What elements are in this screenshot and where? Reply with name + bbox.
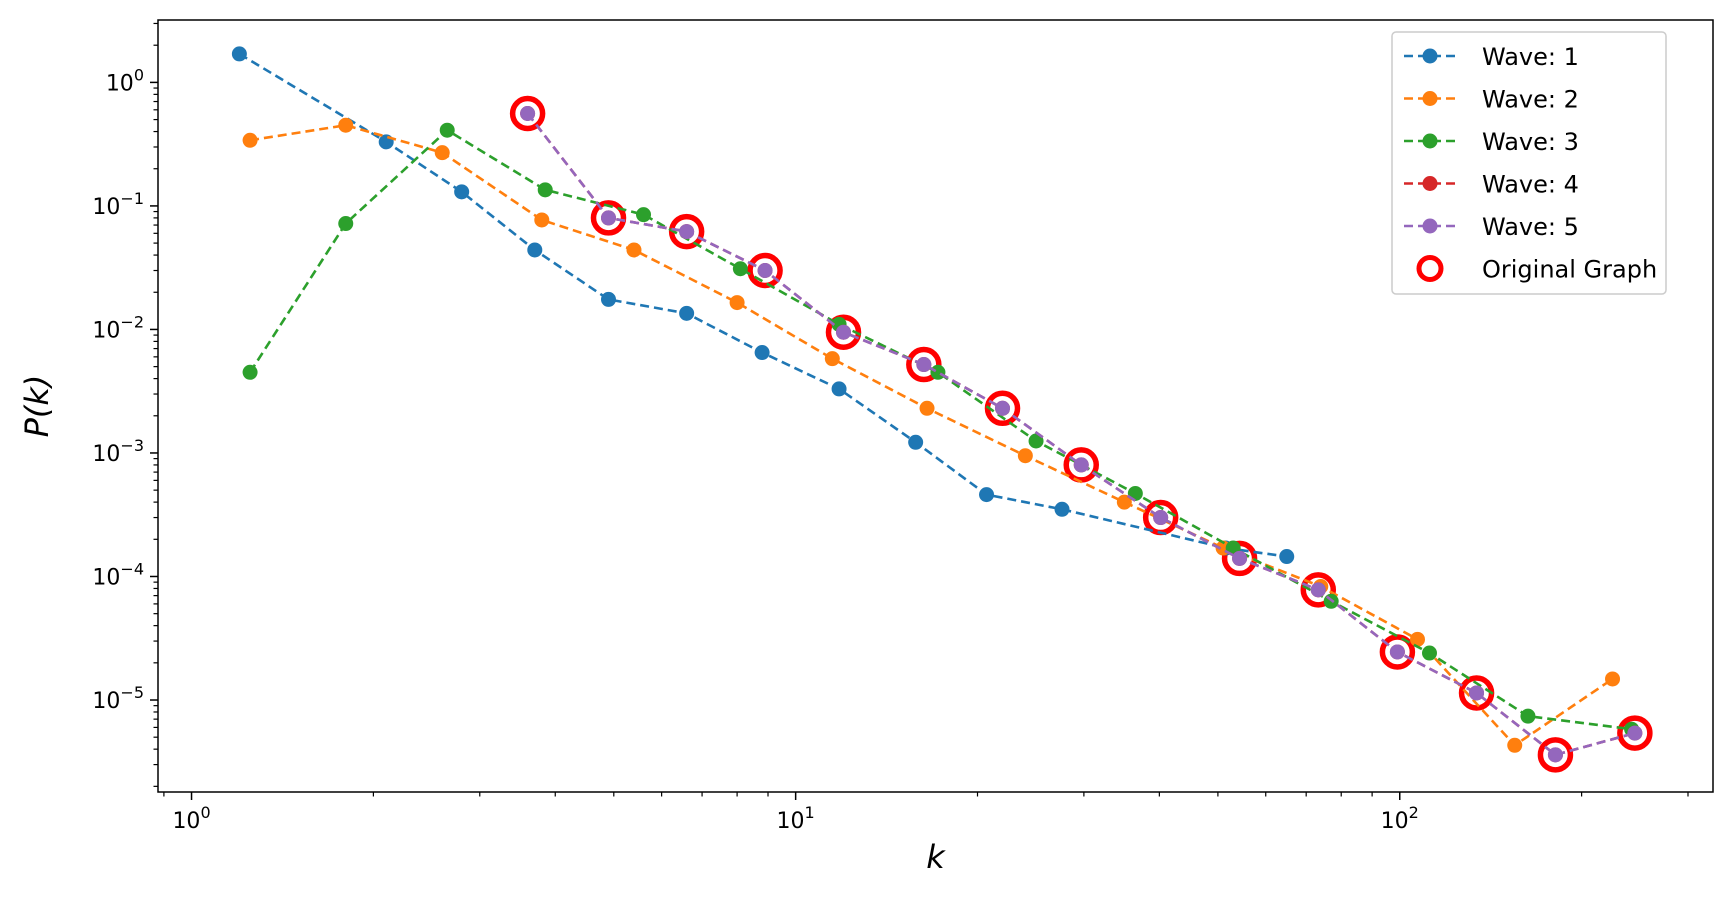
data-point [1153,510,1169,526]
data-point [916,357,932,373]
original-graph-marker [1379,634,1416,670]
data-point [600,210,616,226]
data-point [1116,494,1132,510]
series-line-wave-3 [248,128,1632,731]
legend-marker-wave-5 [1422,218,1438,234]
original-graph-marker [1617,715,1653,751]
legend-entry-label: Wave: 2 [1482,86,1579,114]
legend-marker-wave-4 [1422,176,1438,191]
x-tick-label: 100 [172,803,210,834]
data-point [231,46,247,62]
data-point [1017,448,1033,464]
y-axis-label: P(k) [18,375,56,438]
data-point [1279,549,1295,565]
data-point [979,487,995,503]
data-point [1605,671,1621,687]
legend-marker-wave-3 [1422,133,1438,149]
y-tick-label: 10−3 [92,436,144,467]
legend-entry-label: Wave: 1 [1482,43,1579,71]
data-point [1054,501,1070,517]
data-point [824,351,840,367]
data-point [242,132,258,148]
axes: 100 101 102 100 10−1 10−2 10−3 10−4 10−5 [92,19,1714,834]
legend-entry-label: Wave: 4 [1482,171,1579,199]
data-point [679,224,695,240]
y-tick-label: 10−1 [92,189,144,220]
data-point [338,216,354,232]
data-point [930,364,946,380]
data-point [527,242,543,258]
data-point [1547,747,1563,763]
data-point [1310,582,1326,598]
original-graph-marker [747,252,783,289]
original-graph-marker [1537,737,1574,773]
legend-marker-wave-1 [1422,48,1438,64]
y-tick-label: 10−5 [92,683,144,714]
data-point [1627,725,1643,741]
legend-marker-wave-2 [1422,91,1438,106]
data-point [434,145,450,161]
data-point [729,295,745,311]
plot-area [231,46,1653,773]
series-line-wave-1 [238,52,1287,558]
data-point [520,106,536,122]
data-point [1389,644,1405,660]
legend-entry-label: Wave: 5 [1482,213,1579,241]
original-graph-marker [1063,447,1099,483]
data-point [600,291,616,307]
legend: Wave: 1 Wave: 2 Wave: 3 Wave: 4 Wave: 5 Origi… [1391,31,1667,295]
data-point [1410,631,1426,647]
legend-box [1391,31,1667,295]
data-point [831,381,847,397]
data-point [1028,433,1044,449]
data-point [378,134,394,150]
data-point [636,207,652,223]
y-tick-label: 10−4 [92,559,144,590]
data-point [995,400,1011,416]
original-graph-marker [825,314,862,350]
original-graph-marker [590,200,627,236]
plot-frame [157,19,1714,793]
legend-entry-label: Original Graph [1482,256,1657,284]
data-group [231,46,1653,773]
data-point [835,324,851,340]
data-point [679,305,695,321]
original-graph-marker [1300,572,1337,608]
data-point [757,263,773,279]
y-tick-label: 100 [106,65,144,96]
legend-entry-label: Wave: 3 [1482,128,1579,156]
data-point [754,345,770,361]
data-point [1469,685,1485,701]
data-point [338,117,354,133]
y-tick-label: 10−2 [92,312,144,343]
data-point [908,434,924,450]
data-point [1421,645,1437,661]
data-point [732,261,748,277]
data-point [1507,737,1523,753]
legend-marker-original-graph [1416,255,1444,282]
data-point [454,184,470,200]
x-tick-label: 101 [777,803,815,834]
data-point [1073,457,1089,473]
data-point [242,364,258,380]
data-point [626,242,642,258]
data-point [919,400,935,416]
data-point [1520,708,1536,724]
original-graph-marker [509,95,546,132]
data-point [537,182,553,198]
data-point [439,122,455,138]
data-point [534,212,550,228]
data-point [1232,550,1248,566]
x-tick-label: 102 [1381,803,1419,834]
original-graph-marker [906,346,942,383]
x-axis-label: k [926,838,946,876]
